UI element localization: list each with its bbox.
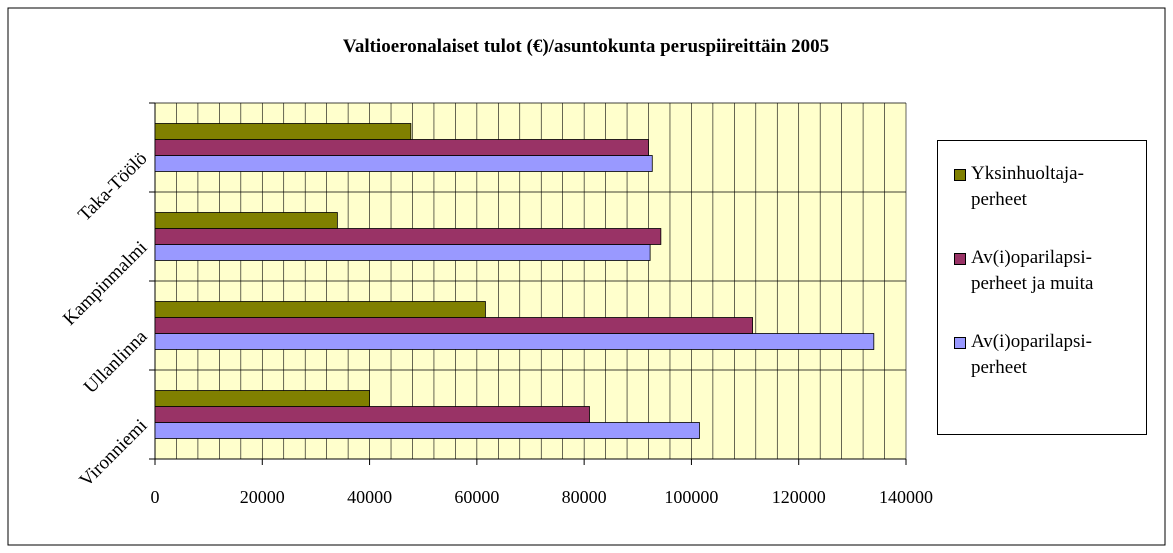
bar	[154, 244, 651, 261]
x-tick-label: 20000	[240, 487, 285, 507]
x-tick-label: 40000	[347, 487, 392, 507]
bar	[154, 390, 370, 407]
legend-label: Av(i)oparilapsi-perheet	[971, 331, 1092, 378]
legend-item: Av(i)oparilapsi-perheet	[954, 329, 1138, 381]
bar	[154, 139, 649, 156]
bar	[154, 406, 590, 423]
x-tick-label: 0	[151, 487, 160, 507]
bar	[154, 212, 338, 229]
x-tick-label: 100000	[664, 487, 718, 507]
bar	[154, 317, 753, 334]
legend-label: Yksinhuoltaja-perheet	[971, 163, 1084, 210]
x-tick-label: 140000	[879, 487, 933, 507]
bar	[154, 228, 662, 245]
chart-title: Valtioeronalaiset tulot (€)/asuntokunta …	[343, 36, 829, 57]
legend: Yksinhuoltaja-perheet Av(i)oparilapsi-per…	[937, 140, 1147, 435]
legend-swatch	[954, 253, 966, 265]
legend-item: Yksinhuoltaja-perheet	[954, 161, 1138, 213]
bar	[154, 123, 412, 140]
legend-swatch	[954, 337, 966, 349]
bar	[154, 155, 653, 172]
bar	[154, 422, 700, 439]
x-tick-label: 60000	[454, 487, 499, 507]
x-tick-label: 80000	[562, 487, 607, 507]
legend-item: Av(i)oparilapsi-perheet ja muita	[954, 245, 1138, 297]
legend-swatch	[954, 169, 966, 181]
bar	[154, 333, 875, 350]
legend-label: Av(i)oparilapsi-perheet ja muita	[971, 247, 1094, 294]
x-tick-label: 120000	[772, 487, 826, 507]
bar	[154, 301, 486, 318]
